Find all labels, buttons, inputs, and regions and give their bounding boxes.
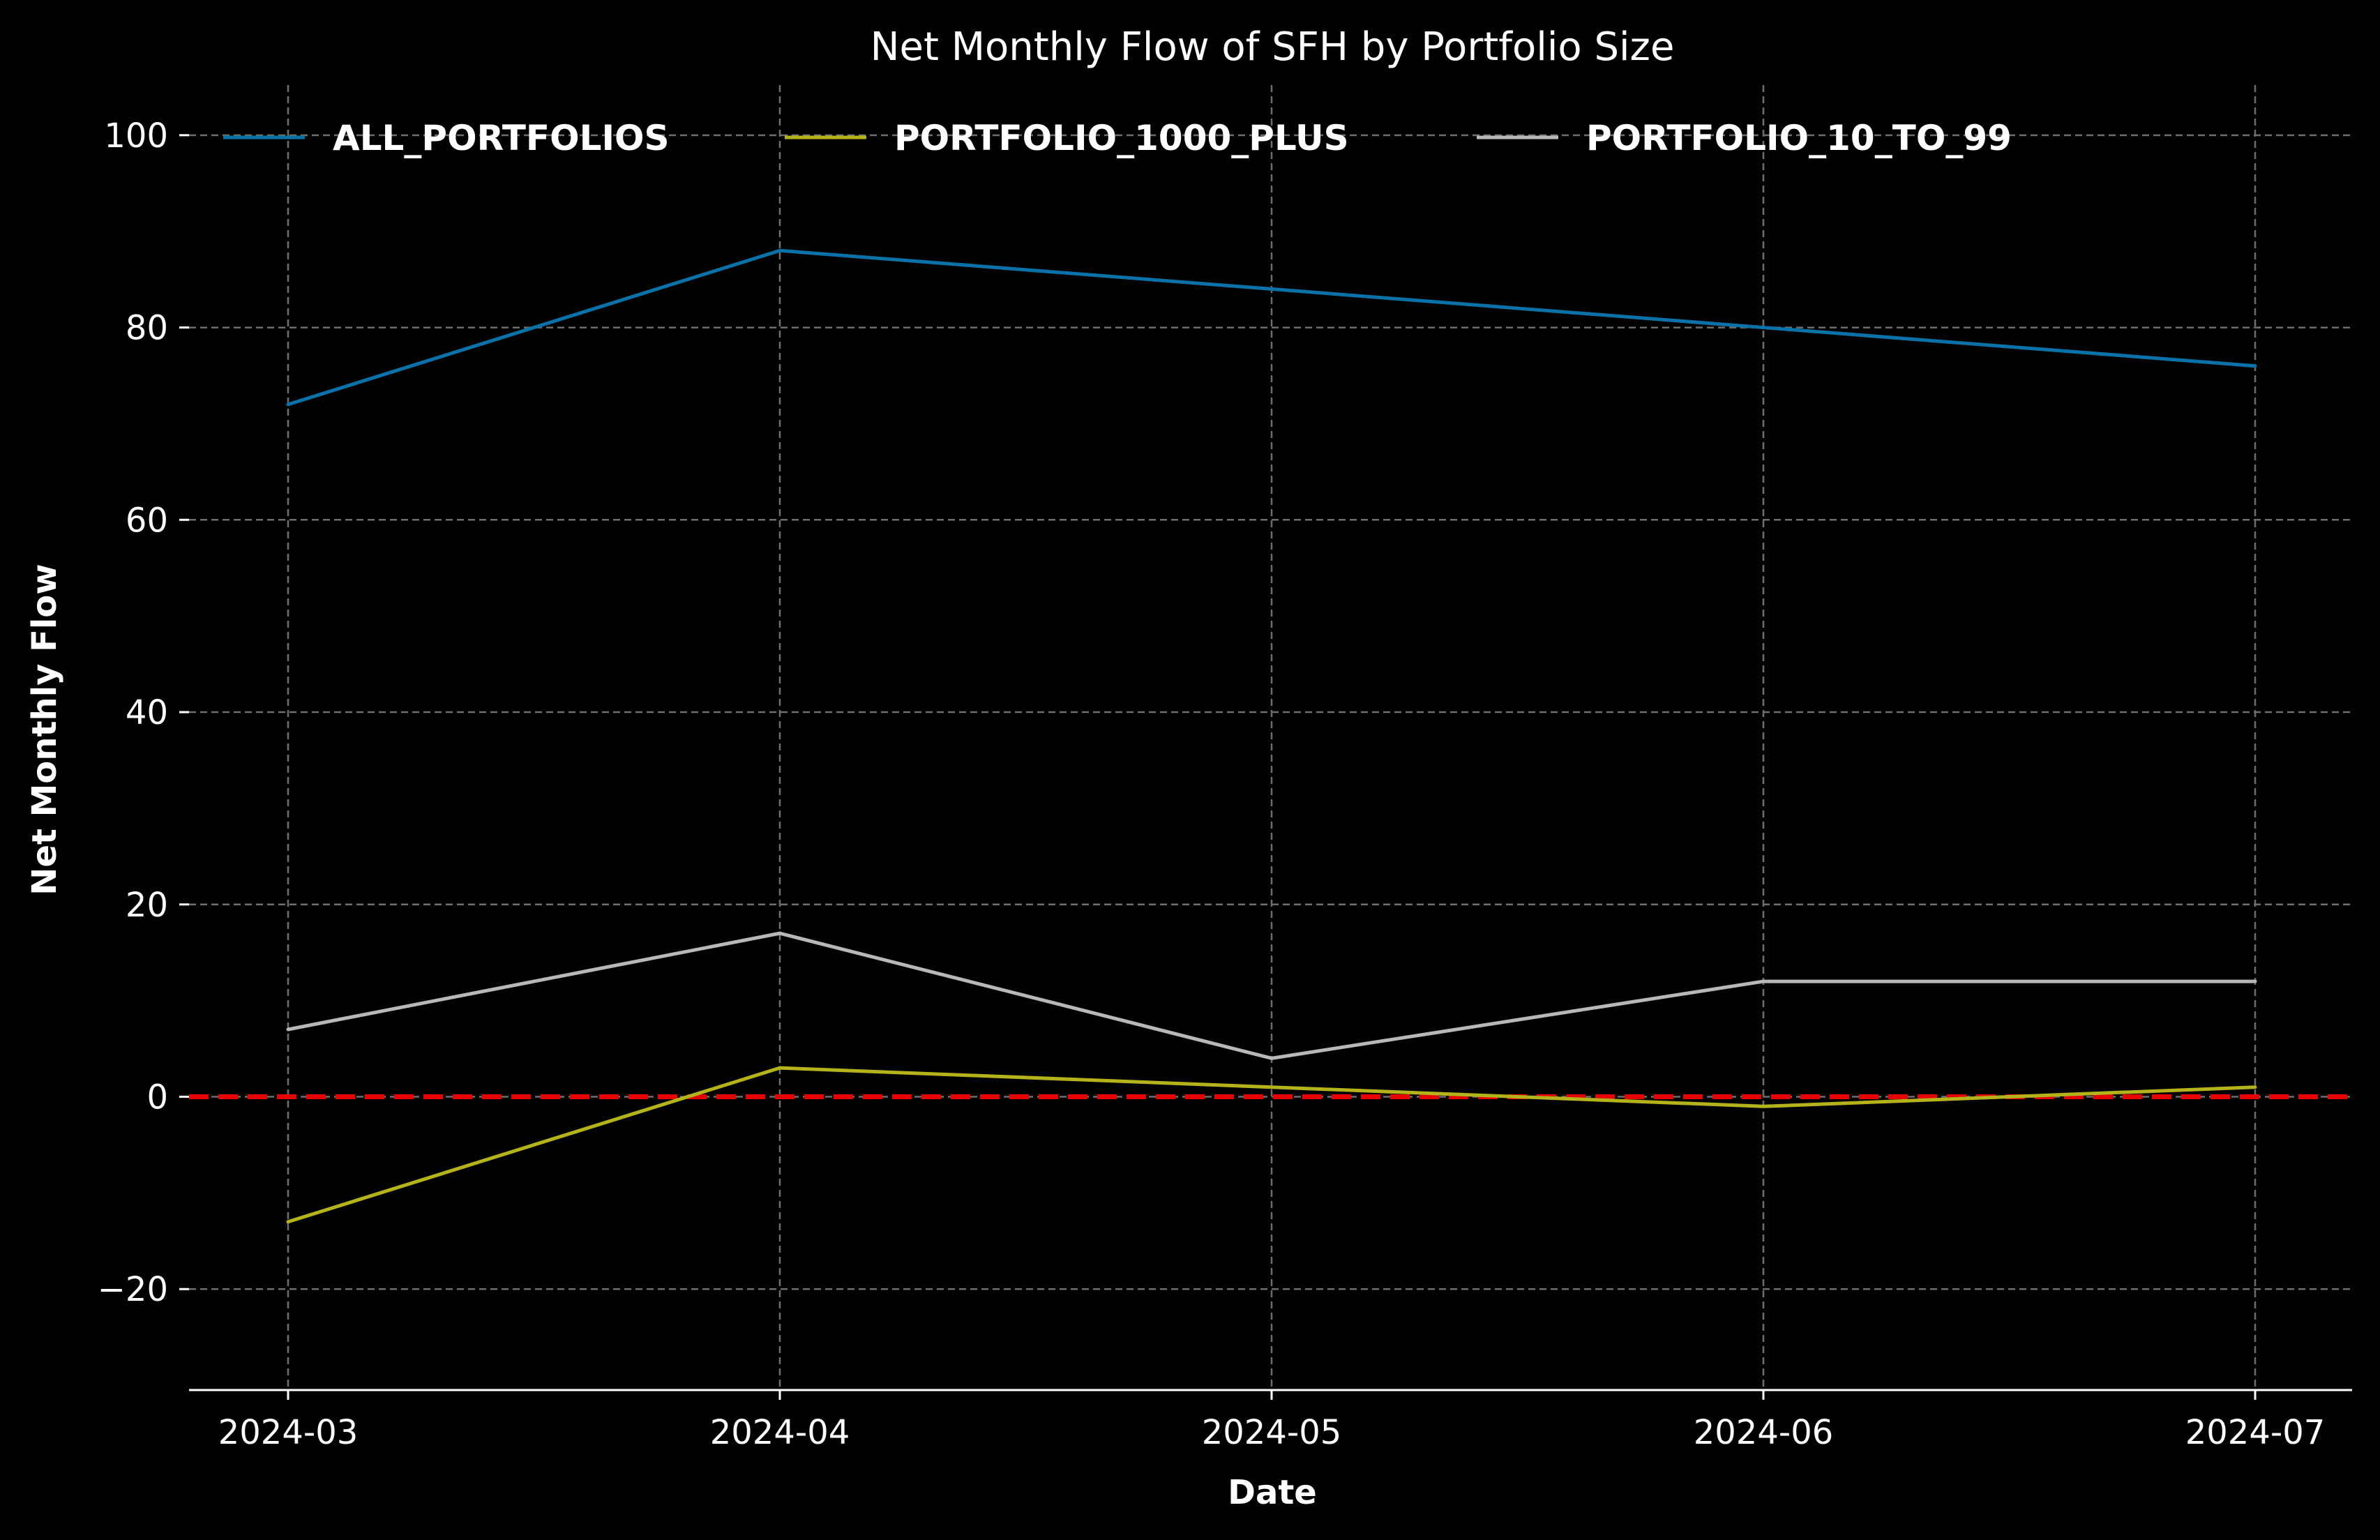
data-point [1270, 1085, 1274, 1089]
x-tick-label: 2024-03 [218, 1413, 359, 1452]
x-tick-label: 2024-04 [710, 1413, 850, 1452]
data-point [1761, 979, 1765, 983]
legend-label: ALL_PORTFOLIOS [333, 118, 670, 158]
data-point [2253, 979, 2257, 983]
x-tick-label: 2024-06 [1694, 1413, 1834, 1452]
chart-title: Net Monthly Flow of SFH by Portfolio Siz… [871, 24, 1675, 70]
data-point [286, 1220, 290, 1224]
data-point [2253, 1085, 2257, 1089]
y-tick-label: 0 [146, 1078, 168, 1117]
y-tick-label: 80 [126, 309, 168, 348]
data-point [778, 248, 782, 252]
series-lines [286, 248, 2257, 1224]
y-tick-label: 100 [104, 116, 168, 156]
data-point [2253, 364, 2257, 368]
data-point [286, 1027, 290, 1032]
data-point [1270, 1056, 1274, 1060]
data-point [778, 1066, 782, 1070]
y-tick-label: 60 [126, 501, 168, 540]
x-tick-label: 2024-05 [1202, 1413, 1342, 1452]
x-tick-label: 2024-07 [2185, 1413, 2326, 1452]
data-point [1761, 1104, 1765, 1108]
y-axis-label: Net Monthly Flow [25, 564, 64, 895]
legend: ALL_PORTFOLIOS PORTFOLIO_1000_PLUS PORTFOL… [223, 118, 2012, 158]
data-point [778, 931, 782, 935]
legend-label: PORTFOLIO_10_TO_99 [1586, 118, 2012, 158]
data-point [1270, 287, 1274, 291]
y-tick-label: 40 [126, 693, 168, 732]
data-point [286, 402, 290, 407]
x-axis-ticks: 2024-03 2024-04 2024-05 2024-06 2024-07 [218, 1390, 2326, 1452]
data-point [1761, 326, 1765, 330]
y-axis-ticks: −20 0 20 40 60 80 100 [98, 116, 189, 1309]
legend-label: PORTFOLIO_1000_PLUS [894, 118, 1349, 158]
y-tick-label: 20 [126, 886, 168, 925]
y-tick-label: −20 [98, 1270, 168, 1309]
x-axis-label: Date [1228, 1473, 1317, 1512]
